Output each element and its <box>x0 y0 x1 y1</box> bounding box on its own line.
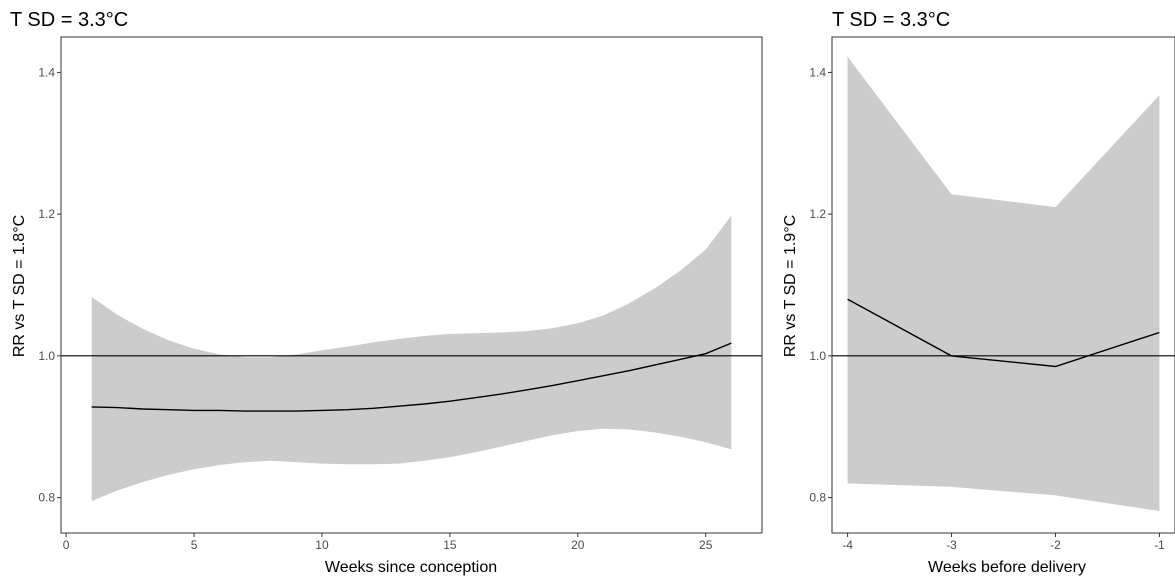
x-ticks: -4 -3 -2 -1 <box>842 533 1165 552</box>
x-tick-label: -3 <box>946 538 957 552</box>
x-tick-label: 15 <box>443 538 457 552</box>
estimate-line <box>847 298 1160 368</box>
panel-title: T SD = 3.3°C <box>832 9 950 31</box>
y-tick-label: 1.4 <box>809 65 826 79</box>
y-axis-label: RR vs T SD = 1.9°C <box>782 215 799 357</box>
x-ticks: 0 5 10 15 20 25 <box>63 533 713 552</box>
x-tick-label: 5 <box>191 538 198 552</box>
plot-frame <box>831 36 1175 534</box>
x-axis-label: Weeks before delivery <box>928 559 1086 576</box>
y-tick-label: 1.4 <box>38 65 55 79</box>
x-tick-label: 25 <box>699 538 713 552</box>
y-tick-label: 1.2 <box>38 207 55 221</box>
x-tick-label: -4 <box>842 538 853 552</box>
x-tick-label: 20 <box>571 538 585 552</box>
plot-frame <box>60 36 763 534</box>
x-tick-label: 0 <box>63 538 70 552</box>
x-tick-label: -2 <box>1050 538 1061 552</box>
y-tick-label: 1.2 <box>809 207 826 221</box>
y-ticks: 0.8 1.0 1.2 1.4 <box>809 65 832 505</box>
y-tick-label: 1.0 <box>809 349 826 363</box>
y-tick-label: 1.0 <box>38 349 55 363</box>
confidence-band <box>91 215 732 502</box>
y-axis-label: RR vs T SD = 1.8°C <box>11 215 28 357</box>
x-axis-label: Weeks since conception <box>325 559 497 576</box>
x-tick-label: -1 <box>1154 538 1165 552</box>
panel-weeks-since-conception: T SD = 3.3°C Weeks since conception RR v… <box>10 9 763 576</box>
estimate-line-layer <box>91 342 732 412</box>
estimate-line <box>91 342 732 412</box>
y-tick-label: 0.8 <box>38 491 55 505</box>
confidence-band-layer <box>847 56 1160 512</box>
x-tick-label: 10 <box>315 538 329 552</box>
panel-title: T SD = 3.3°C <box>10 9 128 31</box>
y-tick-label: 0.8 <box>809 491 826 505</box>
confidence-band <box>847 56 1160 512</box>
confidence-band-layer <box>91 215 732 502</box>
panel-weeks-before-delivery: T SD = 3.3°C Weeks before delivery RR vs… <box>782 9 1175 576</box>
estimate-line-layer <box>847 298 1160 368</box>
y-ticks: 0.8 1.0 1.2 1.4 <box>38 65 61 505</box>
